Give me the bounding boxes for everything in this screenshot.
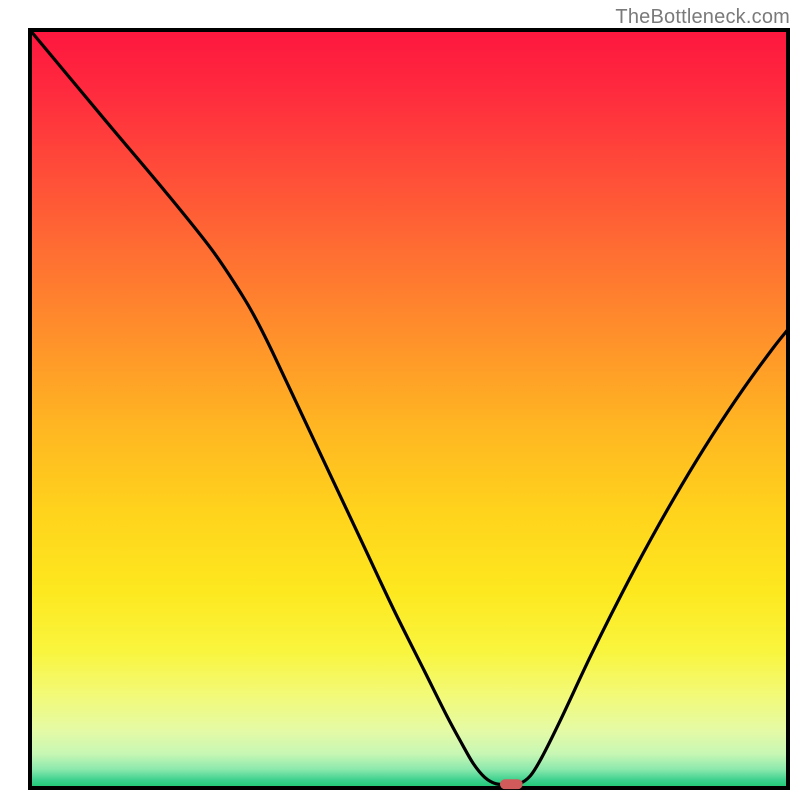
gradient-background: [30, 30, 788, 788]
bottleneck-chart: [0, 0, 800, 800]
optimal-marker: [500, 779, 523, 789]
watermark-text: TheBottleneck.com: [615, 6, 790, 29]
chart-container: { "watermark": { "text": "TheBottleneck.…: [0, 0, 800, 800]
